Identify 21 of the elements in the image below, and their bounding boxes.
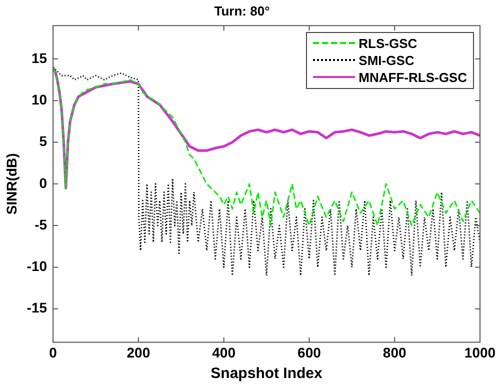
y-tick-label: 0	[39, 174, 48, 191]
x-tick-label: 0	[49, 344, 58, 360]
line-series	[53, 66, 480, 276]
legend-label: SMI-GSC	[358, 52, 414, 68]
legend-label: MNAFF-RLS-GSC	[358, 70, 467, 85]
y-tick-label: -10	[26, 258, 48, 274]
y-tick-label: 10	[31, 91, 48, 108]
x-tick-label: 200	[126, 344, 150, 360]
x-tick-label: 400	[212, 344, 236, 360]
legend-label: RLS-GSC	[358, 36, 418, 51]
x-tick-label: 1000	[464, 344, 496, 360]
line-series	[53, 66, 480, 226]
x-tick-label: 800	[382, 344, 406, 360]
y-tick-label: -15	[26, 300, 48, 316]
x-tick-label: 600	[298, 344, 322, 360]
y-tick-label: 5	[39, 133, 48, 150]
chart-title: Turn: 80°	[214, 3, 270, 18]
y-tick-label: -5	[34, 216, 48, 232]
y-tick-label: 15	[31, 50, 48, 66]
y-axis-title: SINR(dB)	[3, 153, 20, 215]
x-axis-title: Snapshot Index	[210, 365, 324, 382]
